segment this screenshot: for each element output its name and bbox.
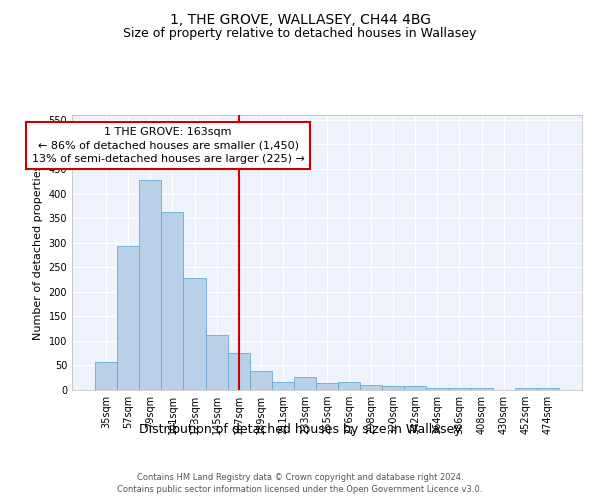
Bar <box>227 352 250 390</box>
Bar <box>95 362 117 390</box>
Text: Contains HM Land Registry data © Crown copyright and database right 2024.: Contains HM Land Registry data © Crown c… <box>137 472 463 482</box>
Text: Distribution of detached houses by size in Wallasey: Distribution of detached houses by size … <box>139 422 461 436</box>
Bar <box>382 386 404 390</box>
Text: 1 THE GROVE: 163sqm
← 86% of detached houses are smaller (1,450)
13% of semi-det: 1 THE GROVE: 163sqm ← 86% of detached ho… <box>32 128 304 164</box>
Bar <box>250 372 272 390</box>
Bar <box>470 388 493 390</box>
Bar <box>316 382 338 390</box>
Bar <box>338 382 360 390</box>
Bar <box>184 278 206 390</box>
Bar <box>139 180 161 390</box>
Text: Size of property relative to detached houses in Wallasey: Size of property relative to detached ho… <box>124 28 476 40</box>
Bar <box>360 385 382 390</box>
Y-axis label: Number of detached properties: Number of detached properties <box>33 165 43 340</box>
Bar <box>404 386 427 390</box>
Bar <box>294 376 316 390</box>
Bar <box>272 382 294 390</box>
Text: Contains public sector information licensed under the Open Government Licence v3: Contains public sector information licen… <box>118 485 482 494</box>
Bar <box>448 388 470 390</box>
Bar <box>161 212 184 390</box>
Bar <box>427 388 448 390</box>
Bar <box>537 388 559 390</box>
Bar <box>117 246 139 390</box>
Bar <box>206 334 227 390</box>
Text: 1, THE GROVE, WALLASEY, CH44 4BG: 1, THE GROVE, WALLASEY, CH44 4BG <box>170 12 431 26</box>
Bar <box>515 388 537 390</box>
